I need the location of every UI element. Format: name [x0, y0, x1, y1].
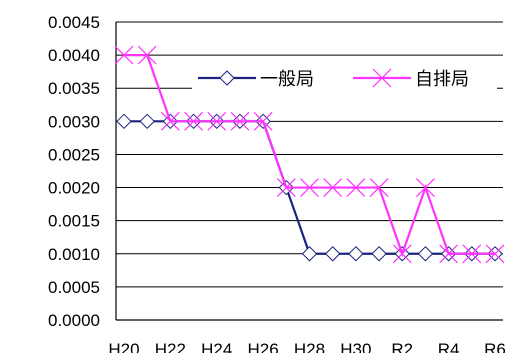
legend-item: 自排局 [353, 68, 469, 89]
data-point-marker [485, 244, 505, 264]
x-tick-label: R4 [438, 340, 460, 353]
data-point-marker [346, 178, 366, 197]
data-point-marker [348, 246, 364, 262]
data-point-marker [417, 246, 434, 262]
data-point-marker [184, 111, 203, 131]
data-point-marker [207, 111, 227, 131]
y-tick-label: 0.0000 [48, 311, 100, 330]
data-point-marker [439, 244, 459, 264]
axes [115, 22, 503, 321]
y-tick-label: 0.0025 [48, 145, 100, 164]
y-tick-label: 0.0015 [48, 212, 100, 231]
x-tick-label: H28 [294, 340, 325, 353]
y-tick-label: 0.0040 [48, 46, 100, 65]
y-tick-label: 0.0035 [48, 79, 100, 98]
legend-label: 自排局 [415, 69, 469, 89]
data-point-marker [462, 244, 482, 264]
data-point-marker [230, 111, 250, 131]
data-point-marker [371, 246, 387, 262]
x-tick-label: H30 [340, 340, 371, 353]
data-point-marker [253, 111, 273, 131]
data-point-marker [323, 178, 343, 197]
data-point-marker [219, 70, 235, 86]
data-point-marker [372, 68, 392, 88]
legend: 一般局 自排局 [192, 62, 497, 94]
data-point-marker [276, 178, 296, 197]
data-point-marker [301, 246, 318, 262]
x-tick-label: H20 [108, 340, 139, 353]
y-tick-label: 0.0030 [48, 112, 100, 131]
data-point-marker [114, 45, 134, 65]
data-point-marker [137, 45, 157, 65]
x-tick-label: H24 [201, 340, 232, 353]
data-point-marker [369, 178, 389, 197]
data-point-marker [116, 113, 132, 130]
x-tick-label: R2 [391, 340, 413, 353]
y-tick-label: 0.0020 [48, 179, 100, 198]
data-point-marker [392, 244, 412, 264]
data-point-marker [416, 178, 435, 197]
data-point-marker [300, 178, 319, 197]
data-point-marker [324, 246, 341, 262]
legend-label: 一般局 [260, 69, 314, 89]
data-point-marker [139, 113, 155, 130]
y-tick-label: 0.0005 [48, 278, 100, 297]
legend-item: 一般局 [198, 69, 314, 89]
series-2 [114, 45, 505, 264]
y-tick-label: 0.0045 [48, 13, 100, 32]
y-tick-label: 0.0010 [48, 245, 100, 264]
x-tick-label: H26 [248, 340, 279, 353]
x-tick-label: H22 [155, 340, 186, 353]
data-point-marker [160, 111, 180, 131]
x-tick-label: R6 [484, 340, 506, 353]
series-group [114, 45, 505, 264]
